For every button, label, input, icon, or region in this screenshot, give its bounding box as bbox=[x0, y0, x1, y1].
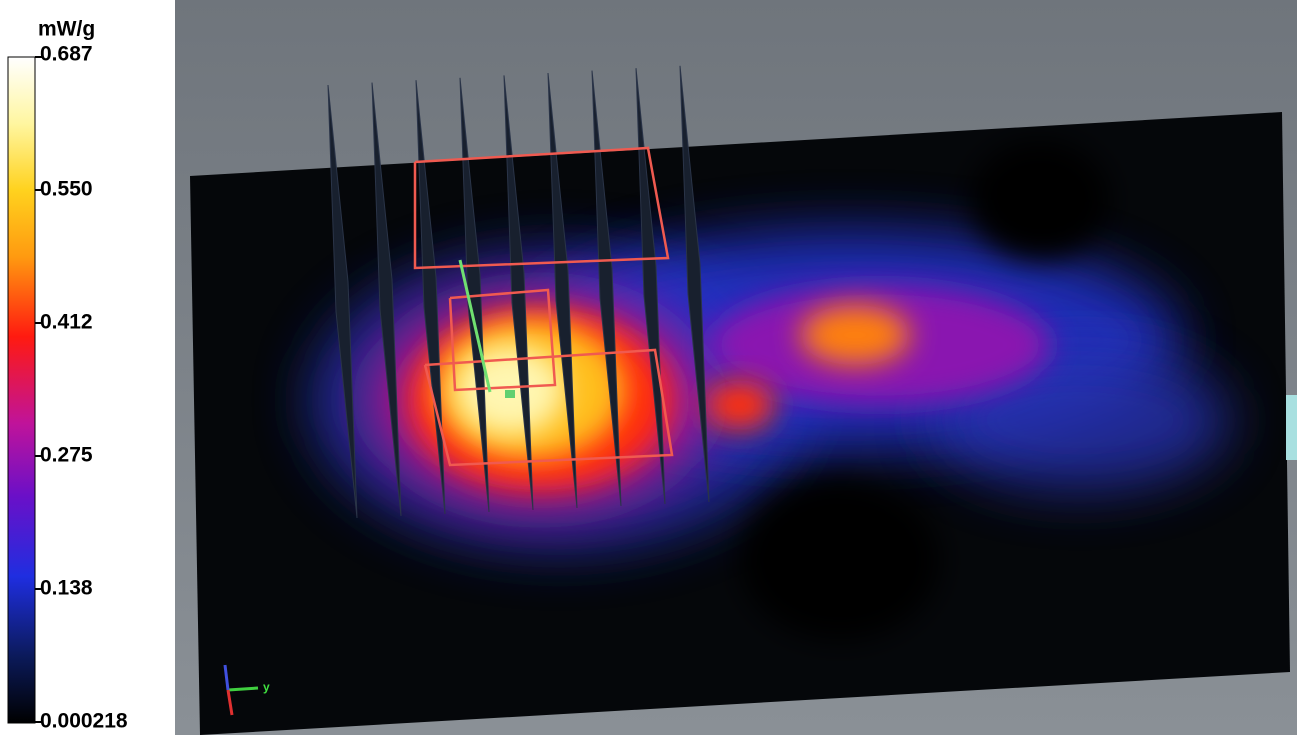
probe-marker bbox=[505, 390, 515, 398]
color-scale bbox=[8, 57, 35, 723]
color-scale-label: 0.550 bbox=[40, 178, 93, 201]
color-scale-ticks: 0.687 0.550 0.412 0.275 0.138 0.000218 bbox=[35, 43, 128, 733]
unit-label: mW/g bbox=[38, 18, 95, 41]
page: mW/g 0.687 0.550 0.412 0.275 0.138 0.000218 bbox=[0, 0, 1297, 735]
color-scale-label: 0.138 bbox=[40, 577, 93, 600]
3d-view: y bbox=[175, 0, 1297, 735]
axis-label: y bbox=[263, 680, 270, 694]
edge-marker bbox=[1286, 395, 1297, 460]
color-scale-label: 0.412 bbox=[40, 311, 93, 334]
color-scale-label: 0.000218 bbox=[40, 710, 128, 733]
color-scale-label: 0.275 bbox=[40, 444, 93, 467]
color-scale-label: 0.687 bbox=[40, 43, 93, 66]
screenshot: mW/g 0.687 0.550 0.412 0.275 0.138 0.000218 bbox=[0, 0, 1297, 735]
